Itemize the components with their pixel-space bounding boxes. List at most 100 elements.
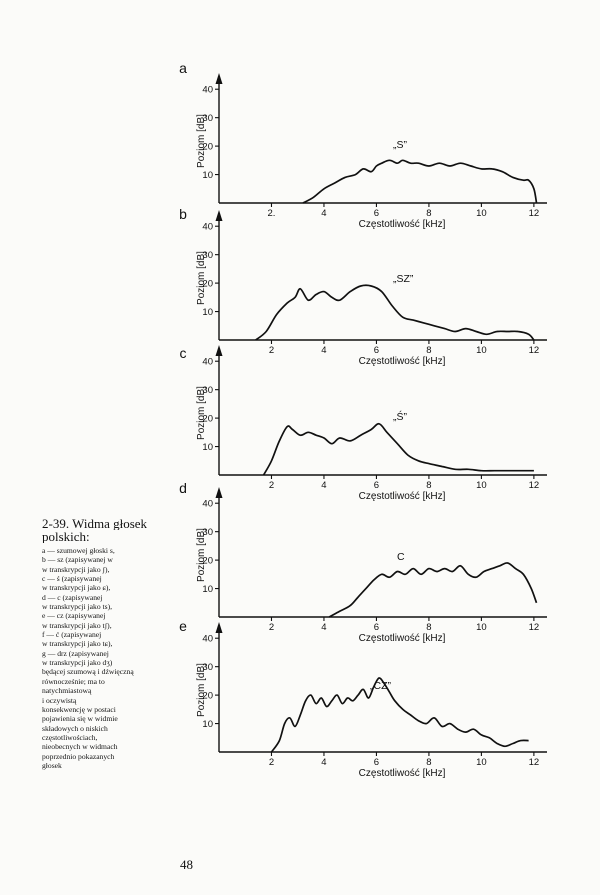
x-tick-label: 6 [374,480,379,491]
y-axis-label: Poziom [dB] [196,114,207,168]
caption-title-line: polskich: [42,530,90,543]
y-tick-label: 40 [202,85,213,96]
x-tick-label: 6 [374,757,379,768]
caption-body-line: równocześnie; ma to [42,676,105,686]
caption-body-line: poprzednio pokazanych [42,751,115,761]
y-tick-label: 10 [202,584,213,595]
panel-letter: e [179,618,187,634]
y-axis-label: Poziom [dB] [196,251,207,305]
y-tick-label: 40 [202,357,213,368]
x-tick-label: 10 [476,208,487,219]
x-tick-label: 10 [476,345,487,356]
x-tick-label: 8 [426,480,431,491]
y-axis-arrow [215,487,223,498]
y-tick-label: 40 [202,222,213,233]
caption-body-line: w transkrypcji jako tɕ), [42,639,113,649]
page-number: 48 [180,857,193,872]
x-tick-label: 2 [269,757,274,768]
y-tick-label: 10 [202,442,213,453]
caption-body-line: natychmiastową [42,686,92,696]
caption-body-line: nieobecnych w widmach [42,742,118,752]
curve-label: „Ś” [393,410,408,423]
y-tick-label: 20 [202,691,213,702]
x-tick-label: 6 [374,622,379,633]
x-tick-label: 2 [269,622,274,633]
x-tick-label: 4 [321,480,326,491]
panel-letter: b [179,206,187,222]
y-tick-label: 40 [202,499,213,510]
caption-body-line: głosek [42,760,62,770]
spectrum-curve [270,677,529,753]
spectrum-curve [328,562,538,618]
y-tick-label: 20 [202,414,213,425]
caption-body-line: c — ś (zapisywanej [42,574,102,584]
y-tick-label: 10 [202,719,213,730]
y-axis-label: Poziom [dB] [196,386,207,440]
y-tick-label: 30 [202,250,213,261]
caption-body-line: w transkrypcji jako dʒ) [42,658,113,668]
caption-body-line: a — szumowej głoski s, [42,546,115,555]
caption-body-line: w transkrypcji jako ɕ), [42,583,111,593]
x-axis-label: Częstotliwość [kHz] [359,356,446,367]
x-tick-label: 10 [476,757,487,768]
x-axis-label: Częstotliwość [kHz] [359,219,446,230]
x-tick-label: 4 [321,208,326,219]
x-tick-label: 8 [426,345,431,356]
x-tick-label: 8 [426,622,431,633]
panel-letter: d [179,480,187,496]
y-tick-label: 40 [202,634,213,645]
caption-body-line: g — drz (zapisywanej [42,648,109,658]
x-tick-label: 8 [426,757,431,768]
caption-body-line: pojawienia się w widmie [42,714,118,724]
x-tick-label: 12 [529,622,540,633]
x-tick-label: 2. [268,208,276,219]
caption-title-line: 2-39. Widma głosek [42,517,148,530]
spectrum-curve [262,422,534,476]
y-tick-label: 30 [202,662,213,673]
x-axis-label: Częstotliwość [kHz] [359,491,446,502]
x-axis-label: Częstotliwość [kHz] [359,633,446,644]
spectrum-curve [255,284,535,341]
y-axis-label: Poziom [dB] [196,663,207,717]
caption-body-line: i oczywistą [42,695,77,705]
x-tick-label: 6 [374,345,379,356]
caption-body-line: będącej szumową i dźwięczną [42,667,134,677]
x-tick-label: 4 [321,345,326,356]
x-tick-label: 6 [374,208,379,219]
x-tick-label: 12 [529,208,540,219]
y-tick-label: 30 [202,113,213,124]
x-tick-label: 12 [529,480,540,491]
y-tick-label: 10 [202,170,213,181]
caption-body-line: d — c (zapisywanej [42,592,103,602]
x-tick-label: 10 [476,622,487,633]
caption-body-line: częstotliwościach, [42,732,98,742]
y-axis-arrow [215,210,223,221]
figure-caption: 2-39. Widma głosek polskich: a — szumowe… [42,517,182,770]
y-axis-arrow [215,345,223,356]
y-tick-label: 30 [202,385,213,396]
spectrum-curve [302,159,538,204]
caption-body-line: w transkrypcji jako ʃ), [42,564,110,574]
caption-body-line: konsekwencję w postaci [42,704,116,714]
y-tick-label: 10 [202,307,213,318]
x-tick-label: 8 [426,208,431,219]
x-tick-label: 2 [269,345,274,356]
curve-label: C [397,551,405,563]
caption-body-line: składowych o niskich [42,723,108,733]
curve-label: „S” [393,139,408,151]
x-tick-label: 10 [476,480,487,491]
caption-body-line: e — cz (zapisywanej [42,611,106,621]
x-tick-label: 12 [529,345,540,356]
x-axis-label: Częstotliwość [kHz] [359,768,446,779]
y-tick-label: 20 [202,142,213,153]
panel-letter: c [180,345,187,361]
y-tick-label: 20 [202,279,213,290]
caption-body-line: b — sz (zapisywanej w [42,555,113,565]
x-tick-label: 2 [269,480,274,491]
x-tick-label: 12 [529,757,540,768]
panel-letter: a [179,60,187,76]
y-tick-label: 20 [202,556,213,567]
y-axis-label: Poziom [dB] [196,528,207,582]
y-axis-arrow [215,622,223,633]
